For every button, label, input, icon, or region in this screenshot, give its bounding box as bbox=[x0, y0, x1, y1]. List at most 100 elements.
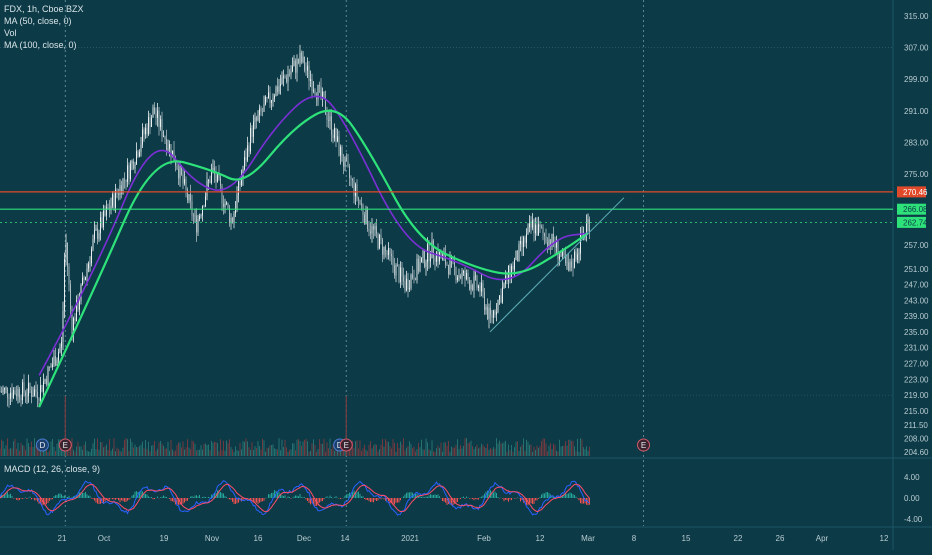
volume-bar bbox=[280, 450, 281, 456]
candle-body bbox=[129, 165, 130, 178]
macd-histogram-bar bbox=[471, 498, 472, 499]
candle-body bbox=[21, 398, 22, 400]
candle-body bbox=[573, 267, 574, 268]
price-tick-label: 275.00 bbox=[904, 170, 929, 179]
macd-histogram-bar bbox=[208, 497, 209, 498]
volume-bar bbox=[330, 439, 331, 456]
volume-bar bbox=[118, 449, 119, 456]
macd-histogram-bar bbox=[510, 498, 511, 499]
macd-histogram-bar bbox=[151, 497, 152, 498]
candle-body bbox=[25, 392, 26, 395]
volume-bar bbox=[411, 444, 412, 456]
volume-bar bbox=[96, 449, 97, 456]
candle-body bbox=[57, 360, 58, 365]
price-tick-label: 283.00 bbox=[904, 138, 929, 147]
macd-histogram-bar bbox=[396, 498, 397, 503]
volume-bar bbox=[493, 447, 494, 456]
macd-histogram-bar bbox=[430, 494, 431, 498]
macd-histogram-bar bbox=[435, 494, 436, 498]
macd-tick-label: 0.00 bbox=[904, 494, 920, 503]
macd-histogram-bar bbox=[162, 497, 163, 498]
macd-histogram-bar bbox=[543, 493, 544, 498]
macd-histogram-bar bbox=[336, 496, 337, 498]
volume-bar bbox=[100, 442, 101, 456]
candle-body bbox=[198, 219, 199, 232]
symbol-legend[interactable]: FDX, 1h, Cboe BZX bbox=[4, 4, 84, 14]
ma50-legend[interactable]: MA (50, close, 0) bbox=[4, 16, 72, 26]
candle-body bbox=[538, 224, 539, 235]
candle-body bbox=[60, 347, 61, 352]
candle-body bbox=[478, 286, 479, 288]
volume-legend[interactable]: Vol bbox=[4, 28, 17, 38]
candle-body bbox=[288, 74, 289, 82]
volume-bar bbox=[307, 441, 308, 456]
candle-body bbox=[397, 265, 398, 266]
candle-body bbox=[381, 235, 382, 240]
volume-bar bbox=[199, 450, 200, 456]
candle-body bbox=[0, 391, 1, 392]
macd-histogram-bar bbox=[505, 498, 506, 500]
volume-bar bbox=[150, 451, 151, 456]
macd-histogram-bar bbox=[504, 498, 505, 501]
volume-bar bbox=[15, 439, 16, 456]
volume-bar bbox=[114, 438, 115, 456]
macd-histogram-bar bbox=[51, 498, 52, 500]
price-tick-label: 299.00 bbox=[904, 75, 929, 84]
candle-body bbox=[3, 389, 4, 392]
volume-bar bbox=[451, 447, 452, 456]
volume-bar bbox=[589, 447, 590, 456]
event-marker[interactable]: E bbox=[59, 439, 71, 451]
volume-bar bbox=[276, 449, 277, 456]
candle-body bbox=[337, 136, 338, 141]
candle-body bbox=[31, 390, 32, 397]
event-marker[interactable]: E bbox=[638, 439, 650, 451]
macd-histogram-bar bbox=[97, 498, 98, 504]
candle-body bbox=[36, 389, 37, 392]
volume-bar bbox=[258, 441, 259, 456]
volume-bar bbox=[256, 448, 257, 456]
candle-body bbox=[268, 92, 269, 98]
volume-bar bbox=[79, 446, 80, 456]
macd-histogram-bar bbox=[498, 497, 499, 498]
macd-legend[interactable]: MACD (12, 26, close, 9) bbox=[4, 464, 100, 474]
volume-bar bbox=[205, 444, 206, 456]
volume-bar bbox=[195, 444, 196, 456]
price-tick-label: 204.60 bbox=[904, 448, 929, 457]
volume-bar bbox=[138, 447, 139, 456]
volume-bar bbox=[519, 451, 520, 456]
volume-bar bbox=[220, 439, 221, 456]
macd-histogram-bar bbox=[82, 493, 83, 498]
macd-histogram-bar bbox=[418, 497, 419, 498]
macd-histogram-bar bbox=[589, 498, 590, 505]
volume-bar bbox=[270, 445, 271, 456]
candle-body bbox=[526, 234, 527, 243]
candle-body bbox=[49, 367, 50, 368]
candle-body bbox=[99, 233, 100, 239]
candle-body bbox=[405, 281, 406, 291]
candle-body bbox=[540, 224, 541, 227]
candle-body bbox=[69, 267, 70, 285]
volume-bar bbox=[393, 439, 394, 456]
volume-bar bbox=[208, 445, 209, 456]
candle-body bbox=[279, 86, 280, 92]
volume-bar bbox=[436, 448, 437, 456]
volume-bar bbox=[558, 452, 559, 456]
volume-bar bbox=[385, 439, 386, 456]
volume-bar bbox=[147, 449, 148, 456]
volume-bar bbox=[201, 445, 202, 456]
volume-bar bbox=[477, 445, 478, 456]
event-marker[interactable]: E bbox=[340, 439, 352, 451]
candle-body bbox=[472, 285, 473, 290]
volume-bar bbox=[235, 446, 236, 456]
ma100-legend[interactable]: MA (100, close, 0) bbox=[4, 40, 77, 50]
candle-body bbox=[400, 267, 401, 282]
time-tick-label: 22 bbox=[734, 534, 743, 543]
candle-body bbox=[502, 288, 503, 303]
event-marker[interactable]: D bbox=[36, 439, 48, 451]
candle-body bbox=[498, 300, 499, 312]
macd-histogram-bar bbox=[31, 498, 32, 499]
volume-bar bbox=[6, 445, 7, 456]
candle-body bbox=[576, 252, 577, 260]
